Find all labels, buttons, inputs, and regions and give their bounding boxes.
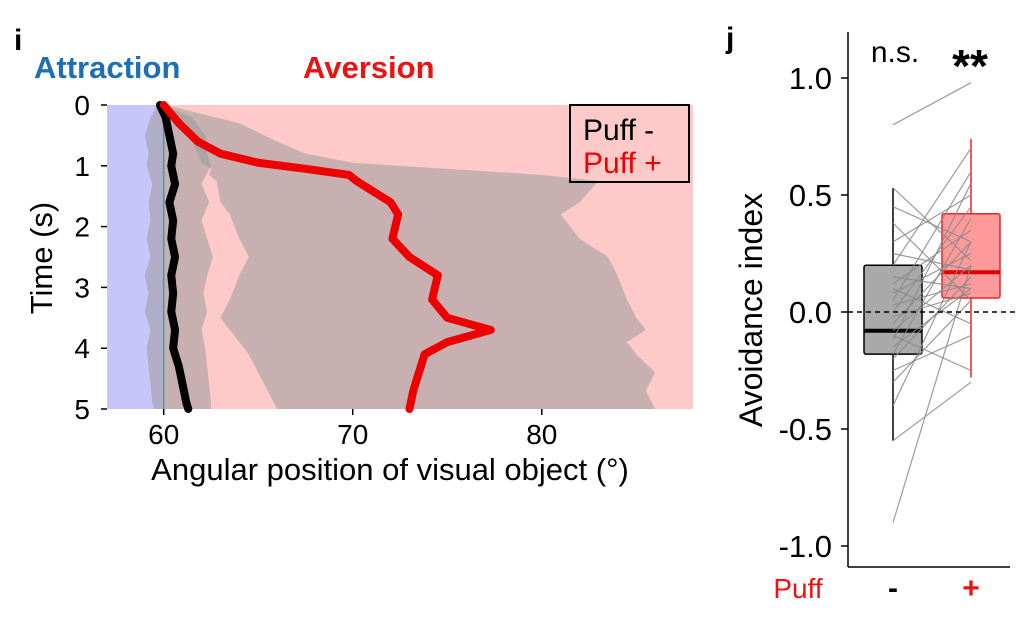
aversion-header: Aversion	[303, 50, 435, 85]
x-tick-label: 80	[526, 419, 557, 450]
paired-line	[892, 194, 972, 243]
axes-j: 1.0 0.5 0.0 -0.5 -1.0 - +	[779, 32, 1010, 605]
j-y-tick-label: -0.5	[779, 412, 832, 447]
y-tick-label: 2	[74, 212, 90, 243]
panel-i-label: i	[14, 24, 22, 57]
paired-line	[892, 187, 972, 261]
attraction-header: Attraction	[34, 50, 180, 85]
panel-j-label: j	[725, 22, 734, 55]
paired-line	[892, 241, 972, 406]
j-y-axis-label: Avoidance index	[733, 193, 769, 427]
y-axis-label: Time (s)	[24, 202, 59, 315]
axes-i: 60 70 80 0 1 2 3 4 5	[74, 90, 557, 450]
x-tick-label: 60	[148, 419, 179, 450]
panel-j: j n.s. ** 1.0 0.5 0.0 -0.5 -1.0 - + Avoidance …	[725, 22, 1016, 605]
j-x-tick-label: +	[962, 572, 980, 605]
mean-line-puff-minus	[155, 101, 193, 413]
paired-line	[892, 292, 972, 318]
paired-line	[892, 229, 972, 285]
paired-lines	[848, 82, 1016, 523]
paired-line	[892, 147, 972, 266]
paired-line	[892, 264, 972, 332]
paired-line	[892, 265, 972, 523]
j-y-tick-label: -1.0	[779, 529, 832, 564]
paired-line	[892, 218, 972, 355]
panel-i: i Attraction Aversion 60 70 80 0 1 2 3 4 5 Puff …	[14, 24, 694, 487]
legend-puff-minus: Puff -	[583, 114, 654, 147]
significance-minus: n.s.	[871, 36, 919, 69]
j-y-tick-label: 0.5	[789, 178, 832, 213]
x-tick-label: 70	[337, 419, 368, 450]
legend-puff-plus: Puff +	[583, 147, 662, 180]
y-tick-label: 1	[74, 151, 90, 182]
y-tick-label: 4	[74, 333, 90, 364]
mean-line-puff-plus	[159, 101, 495, 413]
x-axis-label: Angular position of visual object (°)	[151, 452, 629, 487]
y-tick-label: 3	[74, 272, 90, 303]
puff-label: Puff	[773, 573, 823, 604]
mean-lines	[155, 101, 495, 413]
paired-line	[892, 288, 972, 348]
significance-plus: **	[952, 40, 988, 92]
y-tick-label: 5	[74, 394, 90, 425]
j-x-tick-label: -	[888, 572, 898, 605]
paired-line	[892, 82, 972, 126]
legend-box	[569, 104, 690, 183]
y-tick-label: 0	[74, 90, 90, 121]
j-y-tick-label: 0.0	[789, 295, 832, 330]
paired-line	[892, 222, 972, 301]
paired-line	[892, 334, 972, 372]
paired-line	[892, 299, 972, 383]
paired-line	[892, 381, 972, 442]
box-minus	[863, 264, 923, 355]
paired-line	[892, 288, 972, 325]
j-y-tick-label: 1.0	[789, 61, 832, 96]
paired-line	[892, 252, 972, 294]
legend: Puff - Puff +	[569, 104, 690, 183]
